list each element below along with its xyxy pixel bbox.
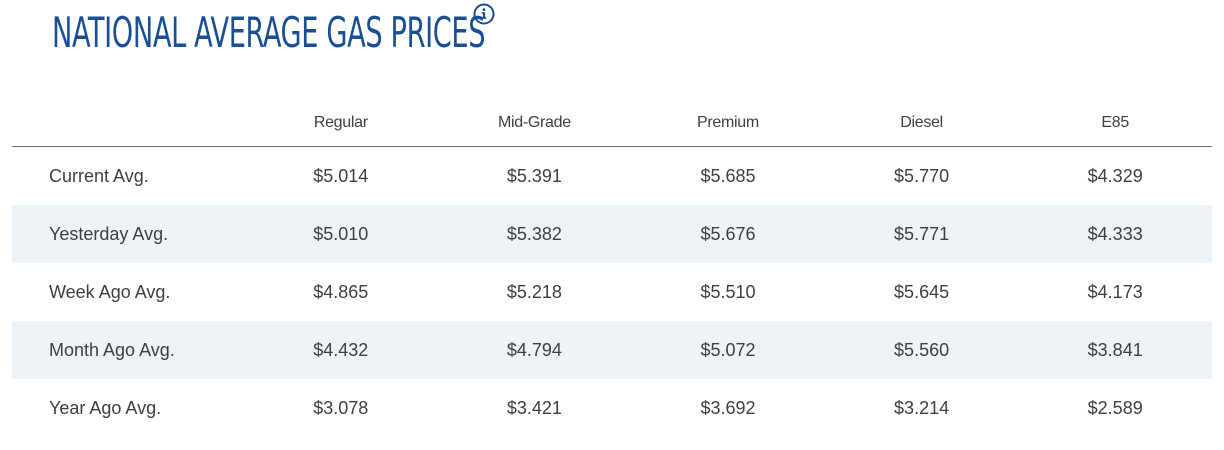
column-header-label	[12, 100, 244, 147]
price-cell: $3.841	[1018, 321, 1212, 379]
column-header-regular: Regular	[244, 100, 438, 147]
price-cell: $5.770	[894, 165, 950, 186]
row-label: Month Ago Avg.	[12, 321, 244, 379]
column-header-premium: Premium	[631, 100, 825, 147]
price-cell: $5.218	[506, 281, 562, 302]
price-cell: $5.645	[894, 281, 950, 302]
price-cell: $2.589	[1087, 397, 1143, 418]
gas-prices-table: Regular Mid-Grade Premium Diesel E85 Cur…	[12, 100, 1212, 437]
price-cell: $4.432	[244, 321, 438, 379]
table-row: Week Ago Avg. $4.865 $5.218 $5.510 $5.64…	[12, 263, 1212, 321]
row-label: Week Ago Avg.	[49, 281, 171, 302]
price-cell: $5.010	[244, 205, 438, 263]
table-row: Month Ago Avg. $4.432 $4.794 $5.072 $5.5…	[12, 321, 1212, 379]
price-cell: $5.382	[437, 205, 632, 263]
table-row: Year Ago Avg. $3.078 $3.421 $3.692 $3.21…	[12, 379, 1212, 437]
price-cell: $3.214	[894, 397, 950, 418]
price-cell: $3.692	[700, 397, 756, 418]
price-cell: $5.676	[631, 205, 825, 263]
price-cell: $4.794	[437, 321, 632, 379]
table-row: Yesterday Avg. $5.010 $5.382 $5.676 $5.7…	[12, 205, 1212, 263]
info-circle-icon[interactable]	[473, 3, 495, 25]
column-header-diesel: Diesel	[824, 100, 1019, 147]
price-cell: $5.014	[313, 165, 369, 186]
price-cell: $4.865	[313, 281, 369, 302]
row-label: Current Avg.	[49, 165, 149, 186]
column-header-mid-grade: Mid-Grade	[437, 100, 632, 147]
price-cell: $5.560	[824, 321, 1019, 379]
table-row: Current Avg. $5.014 $5.391 $5.685 $5.770…	[12, 147, 1212, 206]
price-cell: $4.329	[1087, 165, 1143, 186]
row-label: Year Ago Avg.	[49, 397, 162, 418]
price-cell: $3.421	[506, 397, 562, 418]
row-label: Yesterday Avg.	[12, 205, 244, 263]
price-cell: $5.510	[700, 281, 756, 302]
price-cell: $5.391	[506, 165, 562, 186]
price-cell: $5.771	[824, 205, 1019, 263]
title-wrap: NATIONAL AVERAGE GAS PRICES	[52, 8, 522, 58]
price-cell: $3.078	[313, 397, 369, 418]
column-header-e85: E85	[1018, 100, 1212, 147]
table-header-row: Regular Mid-Grade Premium Diesel E85	[12, 100, 1212, 147]
price-cell: $4.333	[1018, 205, 1212, 263]
price-cell: $5.072	[631, 321, 825, 379]
page-title: NATIONAL AVERAGE GAS PRICES	[52, 8, 486, 57]
price-cell: $5.685	[700, 165, 756, 186]
price-cell: $4.173	[1087, 281, 1143, 302]
